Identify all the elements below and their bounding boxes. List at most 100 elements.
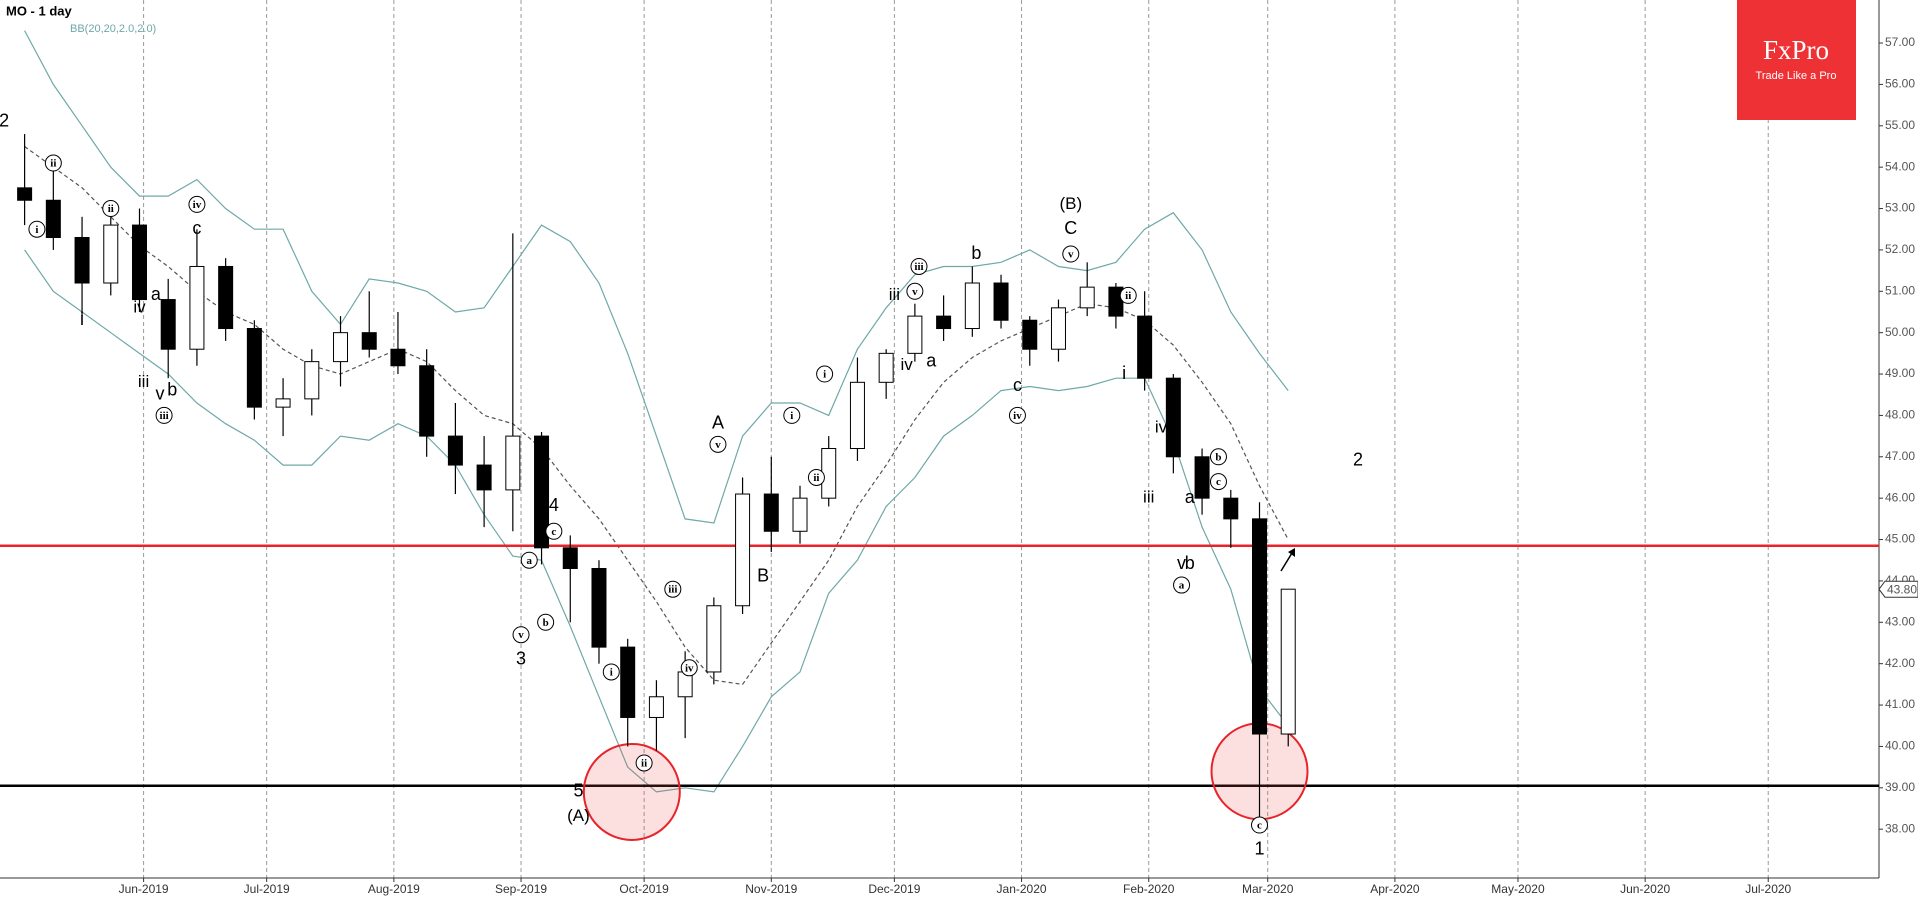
arrow-head <box>1288 548 1295 557</box>
wave-label: c <box>551 526 556 538</box>
candle-body <box>763 493 779 532</box>
wave-label: iv <box>1155 417 1168 436</box>
y-tick-label: 49.00 <box>1885 366 1915 380</box>
plot-area <box>0 0 1879 878</box>
logo-tagline: Trade Like a Pro <box>1756 70 1837 82</box>
wave-label: 4 <box>549 495 559 515</box>
wave-label: iv <box>901 355 914 374</box>
wave-label: iii <box>1143 488 1154 507</box>
chart-title: MO - 1 day <box>6 3 73 18</box>
wave-label: iv <box>133 297 146 316</box>
wave-label: iv <box>1013 410 1022 422</box>
wave-label: b <box>543 617 549 629</box>
wave-label: v <box>156 383 165 403</box>
y-tick-label: 42.00 <box>1885 656 1915 670</box>
candle-body <box>849 381 865 450</box>
x-tick-label: Jun-2019 <box>119 882 169 896</box>
candle-body <box>476 464 492 491</box>
candle-body <box>275 398 291 408</box>
highlight-circle <box>582 742 681 841</box>
candle-body <box>1280 588 1296 735</box>
wave-label: ii <box>1125 290 1131 302</box>
wave-label: b <box>167 379 177 399</box>
plot-layer <box>24 0 1769 878</box>
y-tick-label: 41.00 <box>1885 697 1915 711</box>
wave-label: ii <box>813 472 819 484</box>
y-tick-label: 47.00 <box>1885 449 1915 463</box>
wave-label: b <box>1185 553 1195 573</box>
candle-body <box>591 568 607 648</box>
wave-circle <box>602 663 620 681</box>
wave-label: C <box>1064 218 1077 238</box>
candle-body <box>361 332 377 350</box>
x-tick-label: Jul-2020 <box>1745 882 1791 896</box>
y-tick-label: 40.00 <box>1885 739 1915 753</box>
candle-body <box>419 365 435 437</box>
wave-label: i <box>1122 363 1126 383</box>
wave-label: B <box>757 566 769 586</box>
wave-label: iv <box>685 662 694 674</box>
indicator-label: BB(20,20,2.0,2.0) <box>70 23 156 35</box>
wave-label: 1 <box>1254 839 1264 859</box>
candle-body <box>103 224 119 284</box>
y-tick-label: 57.00 <box>1885 35 1915 49</box>
y-tick-label: 50.00 <box>1885 325 1915 339</box>
wave-label: v <box>715 439 721 451</box>
wave-label: a <box>926 350 937 370</box>
wave-circle <box>28 220 46 238</box>
wave-circle <box>1173 576 1191 594</box>
wave-label: iii <box>668 584 677 596</box>
candle-body <box>304 361 320 400</box>
x-tick-label: Dec-2019 <box>868 882 920 896</box>
wave-label: i <box>80 309 84 329</box>
wave-label: a <box>526 555 532 567</box>
wave-label: v <box>1177 553 1186 573</box>
wave-circle <box>709 435 727 453</box>
wave-circle <box>102 200 120 218</box>
wave-label: c <box>1013 375 1022 395</box>
candle-body <box>648 696 664 718</box>
y-tick-label: 43.00 <box>1885 614 1915 628</box>
band-upper <box>24 30 1289 524</box>
candle-body <box>131 224 147 301</box>
wave-label: (B) <box>1059 194 1082 213</box>
wave-circle <box>635 754 653 772</box>
candle-body <box>562 547 578 570</box>
y-tick-label: 51.00 <box>1885 283 1915 297</box>
wave-label: ii <box>50 158 56 170</box>
wave-circle <box>906 282 924 300</box>
candle-body <box>189 265 205 350</box>
candle-body <box>505 435 521 491</box>
wave-label: c <box>1216 476 1221 488</box>
candle-body <box>1194 456 1210 499</box>
candle-body <box>333 332 349 363</box>
candle-body <box>1022 319 1038 350</box>
wave-label: 3 <box>516 648 526 668</box>
wave-label: v <box>1068 249 1074 261</box>
candle-body <box>1165 377 1181 458</box>
wave-label: b <box>1215 451 1221 463</box>
candle-body <box>1252 518 1268 735</box>
y-tick-label: 45.00 <box>1885 532 1915 546</box>
x-tick-label: Aug-2019 <box>368 882 420 896</box>
candle-body <box>74 236 90 284</box>
candle-body <box>1223 497 1239 520</box>
x-tick-label: Mar-2020 <box>1242 882 1294 896</box>
wave-label: a <box>151 284 162 304</box>
wave-circle <box>155 406 173 424</box>
wave-circle <box>1062 245 1080 263</box>
wave-label: v <box>912 286 918 298</box>
wave-label: 2 <box>1353 450 1363 470</box>
candle-body <box>735 493 751 607</box>
candle-body <box>160 299 176 350</box>
wave-circle <box>783 406 801 424</box>
candle-body <box>964 282 980 330</box>
candle-body <box>907 315 923 354</box>
y-tick-label: 52.00 <box>1885 242 1915 256</box>
wave-circle <box>680 659 698 677</box>
wave-label: i <box>610 666 613 678</box>
wave-label: c <box>192 218 201 238</box>
wave-circle <box>1251 816 1269 834</box>
wave-circle <box>1209 448 1227 466</box>
